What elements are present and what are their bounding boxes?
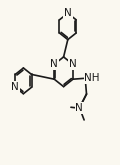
Text: N: N xyxy=(69,59,77,69)
Text: N: N xyxy=(11,82,19,92)
Text: NH: NH xyxy=(84,73,100,83)
Text: N: N xyxy=(64,8,72,18)
Text: N: N xyxy=(50,59,58,69)
Text: N: N xyxy=(75,103,83,113)
